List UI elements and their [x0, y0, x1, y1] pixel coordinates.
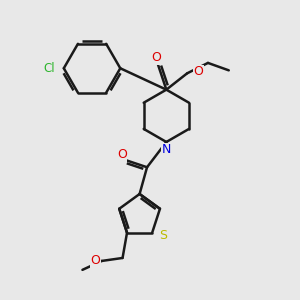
- Text: O: O: [194, 65, 204, 78]
- Text: O: O: [117, 148, 127, 161]
- Text: Cl: Cl: [44, 62, 56, 75]
- Text: O: O: [90, 254, 100, 267]
- Text: O: O: [151, 51, 161, 64]
- Text: N: N: [162, 143, 171, 157]
- Text: S: S: [159, 229, 167, 242]
